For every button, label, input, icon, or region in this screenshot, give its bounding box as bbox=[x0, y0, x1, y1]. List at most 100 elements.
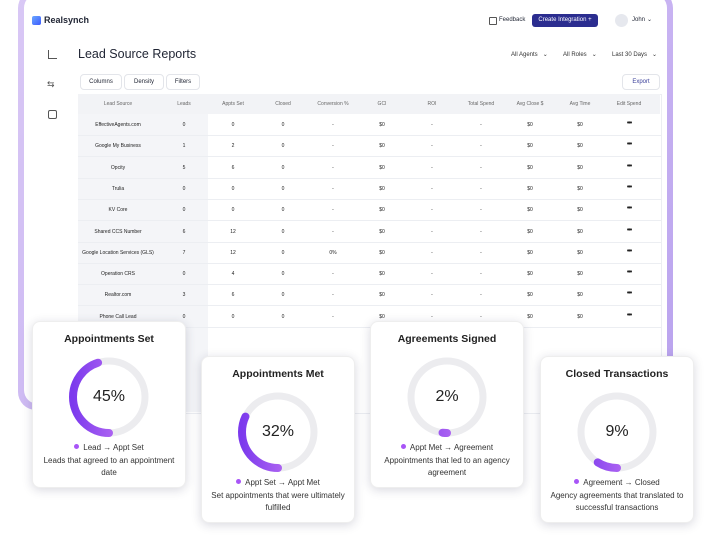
table-cell: $0 bbox=[527, 249, 533, 256]
table-cell: 0% bbox=[329, 249, 337, 256]
table-cell: - bbox=[332, 207, 334, 214]
edit-spend-menu[interactable]: ••• bbox=[626, 183, 632, 191]
table-cell: Google My Business bbox=[95, 143, 141, 150]
metric-card: Agreements Signed 2% Appt Met → Agreement A… bbox=[370, 321, 524, 488]
filter-dropdown[interactable]: Last 30 Days ⌄ bbox=[606, 48, 665, 62]
table-cell: - bbox=[332, 122, 334, 128]
gauge bbox=[577, 392, 657, 472]
table-cell: 0 bbox=[231, 313, 235, 320]
nav-integrations-icon[interactable] bbox=[48, 110, 57, 119]
table-cell: 4 bbox=[231, 271, 235, 278]
feedback-link[interactable]: Feedback bbox=[499, 17, 526, 23]
column-header: Leads bbox=[177, 101, 191, 107]
nav-transfer-icon[interactable]: ⇆ bbox=[47, 79, 55, 89]
edit-spend-menu[interactable]: ••• bbox=[626, 120, 632, 127]
toolbar-label: Density bbox=[133, 79, 154, 85]
table-cell: 0 bbox=[182, 313, 186, 320]
table-cell: $0 bbox=[379, 228, 385, 235]
table-cell: $0 bbox=[577, 249, 583, 256]
nav-reports-icon[interactable] bbox=[48, 50, 57, 59]
table-cell: 0 bbox=[281, 292, 285, 299]
edit-spend-menu[interactable]: ••• bbox=[626, 311, 632, 319]
toolbar-button[interactable]: Columns bbox=[80, 74, 122, 90]
edit-spend-menu[interactable]: ••• bbox=[626, 205, 632, 213]
legend-label: Lead → Appt Set bbox=[83, 443, 144, 452]
table-cell: $0 bbox=[577, 122, 583, 128]
legend-dot bbox=[236, 479, 242, 484]
card-title: Appointments Set bbox=[64, 333, 154, 345]
legend-dot bbox=[74, 444, 80, 449]
table-cell: 0 bbox=[281, 249, 285, 256]
table-cell: 0 bbox=[182, 185, 186, 192]
table-cell: $0 bbox=[379, 313, 385, 320]
table-cell: $0 bbox=[379, 143, 385, 150]
table-cell: - bbox=[431, 292, 433, 299]
card-legend: Appt Set → Appt Met bbox=[202, 478, 354, 487]
table-cell: $0 bbox=[379, 185, 385, 192]
card-title: Agreements Signed bbox=[397, 333, 497, 345]
table-cell: - bbox=[431, 164, 433, 171]
row-divider bbox=[78, 305, 661, 307]
table-cell: EffectiveAgents.com bbox=[95, 122, 141, 128]
edit-spend-menu[interactable]: ••• bbox=[626, 290, 632, 298]
table-cell: $0 bbox=[379, 292, 385, 299]
gauge-arc bbox=[577, 392, 657, 472]
table-cell: Trulia bbox=[111, 185, 125, 192]
user-name[interactable]: John bbox=[632, 17, 646, 23]
row-divider bbox=[78, 135, 661, 136]
toolbar-button[interactable]: Density bbox=[124, 74, 164, 90]
column-header: Avg Close $ bbox=[516, 101, 544, 107]
card-legend: Lead → Appt Set bbox=[33, 443, 185, 452]
column-header: Edit Spend bbox=[616, 101, 642, 107]
toolbar-button[interactable]: Filters bbox=[166, 74, 200, 90]
filter-dropdown[interactable]: All Agents ⌄ bbox=[505, 48, 556, 62]
table-cell: 0 bbox=[182, 207, 186, 214]
table-cell: Google Location Services (GLS) bbox=[82, 249, 154, 256]
edit-spend-menu[interactable]: ••• bbox=[626, 162, 632, 170]
caret: ⌄ bbox=[652, 52, 658, 58]
column-header: Lead Source bbox=[103, 101, 133, 107]
row-divider bbox=[78, 198, 661, 200]
table-cell: 2 bbox=[231, 143, 235, 150]
column-header: GCI bbox=[377, 101, 387, 107]
table-cell: 12 bbox=[230, 228, 236, 235]
table-cell: $0 bbox=[527, 228, 533, 235]
table-header bbox=[78, 94, 660, 114]
filter-label: All Roles bbox=[563, 52, 587, 58]
table-cell: Opcity bbox=[110, 164, 126, 171]
table-cell: Phone Call Lead bbox=[99, 313, 137, 320]
export-button[interactable]: Export bbox=[622, 74, 660, 90]
card-description: Agency agreements that translated to suc… bbox=[550, 491, 684, 512]
table-cell: 0 bbox=[182, 271, 186, 278]
column-header: ROI bbox=[427, 101, 437, 107]
edit-spend-menu[interactable]: ••• bbox=[626, 269, 632, 277]
metric-card: Closed Transactions 9% Agreement → Closed A… bbox=[540, 356, 694, 523]
table-cell: - bbox=[431, 228, 433, 235]
button-label: Create Integration bbox=[538, 17, 587, 23]
table-cell: 1 bbox=[182, 143, 186, 150]
table-cell: - bbox=[431, 207, 433, 214]
legend-label: Appt Met → Agreement bbox=[409, 443, 494, 452]
gauge-arc bbox=[69, 357, 149, 437]
table-cell: $0 bbox=[527, 271, 533, 278]
gauge-arc bbox=[407, 357, 487, 437]
table-cell: - bbox=[480, 313, 482, 320]
user-caret[interactable]: ⌄ bbox=[647, 17, 653, 23]
edit-spend-menu[interactable]: ••• bbox=[626, 226, 632, 234]
table-cell: Realtor.com bbox=[104, 292, 132, 299]
column-header: Total Spend bbox=[467, 101, 495, 107]
row-divider bbox=[78, 220, 661, 222]
row-divider bbox=[78, 156, 661, 158]
edit-spend-menu[interactable]: ••• bbox=[626, 141, 632, 149]
edit-spend-menu[interactable]: ••• bbox=[626, 247, 632, 255]
table-cell: $0 bbox=[577, 207, 583, 214]
avatar[interactable] bbox=[615, 14, 628, 27]
table-cell: $0 bbox=[577, 313, 583, 320]
create-integration-button[interactable]: Create Integration + bbox=[532, 14, 598, 27]
row-divider bbox=[78, 326, 661, 328]
card-title: Closed Transactions bbox=[565, 368, 669, 380]
filter-dropdown[interactable]: All Roles ⌄ bbox=[557, 48, 605, 62]
table-cell: - bbox=[480, 249, 482, 256]
card-description: Set appointments that were ultimately fu… bbox=[211, 491, 345, 512]
